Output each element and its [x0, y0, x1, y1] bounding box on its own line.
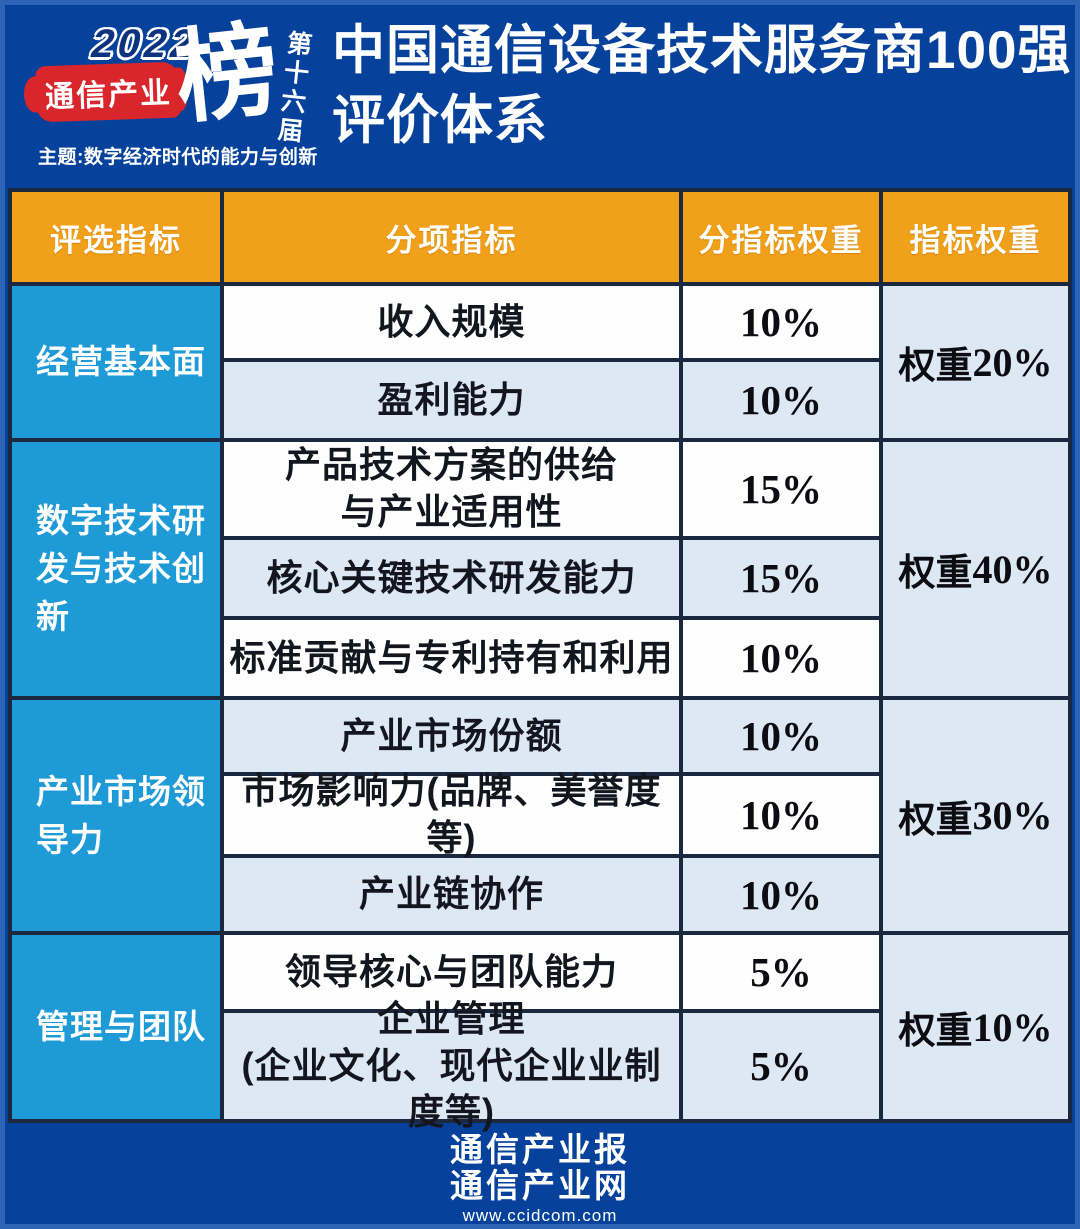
group-weight: 权重 40%: [883, 442, 1068, 696]
indicator-label: 市场影响力(品牌、美誉度等): [224, 770, 679, 858]
group-name: 产业市场领 导力: [12, 700, 220, 931]
group-weight-value: 20%: [972, 339, 1053, 385]
indicator-weight: 10%: [683, 620, 879, 696]
group-weight-value: 30%: [972, 793, 1053, 838]
indicator-weight: 10%: [683, 776, 879, 854]
header: 2022 通信产业 榜 第十六届 主题:数字经济时代的能力与创新 中国通信设备技…: [0, 0, 1080, 188]
indicator-weight: 10%: [683, 700, 879, 772]
group-name: 管理与团队: [12, 935, 220, 1119]
group-weight: 权重 20%: [883, 286, 1068, 438]
indicator-label: 产业链协作: [224, 858, 679, 931]
group-weight-prefix: 权重: [898, 552, 973, 593]
red-brush-badge: 通信产业: [35, 61, 181, 123]
indicator-weight: 5%: [683, 1013, 879, 1119]
footer-brand-web: 通信产业网: [450, 1167, 630, 1204]
footer-url: www.ccidcom.com: [462, 1206, 618, 1225]
group-weight-value: 10%: [972, 1004, 1053, 1050]
indicator-weight: 10%: [683, 286, 879, 358]
footer: 通信产业报 通信产业网 www.ccidcom.com: [0, 1123, 1080, 1229]
footer-brand-paper: 通信产业报: [450, 1131, 630, 1168]
indicator-weight: 10%: [683, 362, 879, 438]
group-weight-prefix: 权重: [898, 345, 973, 386]
indicator-weight: 15%: [683, 540, 879, 616]
column-header-sub-indicator: 分项指标: [224, 192, 679, 282]
group-weight: 权重 10%: [883, 935, 1068, 1119]
page-title: 中国通信设备技术服务商100强 评价体系: [332, 21, 1072, 150]
column-header-sub-weight: 分指标权重: [683, 192, 879, 282]
indicator-label: 标准贡献与专利持有和利用: [224, 620, 679, 696]
brand-name: 通信产业: [43, 76, 173, 115]
indicator-label: 收入规模: [224, 286, 679, 358]
indicator-label: 领导核心与团队能力: [224, 935, 679, 1009]
group-weight: 权重 30%: [883, 700, 1068, 931]
indicator-label: 企业管理 (企业文化、现代企业业制度等): [224, 998, 679, 1132]
theme-subtitle: 主题:数字经济时代的能力与创新: [38, 147, 318, 168]
indicator-weight: 15%: [683, 442, 879, 536]
group-weight-prefix: 权重: [898, 798, 973, 840]
bang-calligraphy-glyph: 榜: [170, 13, 284, 138]
group-weight-value: 40%: [972, 546, 1053, 592]
indicator-label: 产业市场份额: [224, 700, 679, 772]
evaluation-table: 评选指标 分项指标 分指标权重 指标权重 经营基本面 收入规模 10% 盈利能力…: [8, 188, 1072, 1132]
column-header-weight: 指标权重: [883, 192, 1068, 282]
indicator-weight: 10%: [683, 858, 879, 931]
indicator-label: 盈利能力: [224, 362, 679, 438]
column-header-criteria: 评选指标: [12, 192, 220, 282]
indicator-weight: 5%: [683, 935, 879, 1009]
group-name: 经营基本面: [12, 286, 220, 438]
group-name: 数字技术研 发与技术创 新: [12, 442, 220, 696]
brand-logo: 2022 通信产业 榜 第十六届 主题:数字经济时代的能力与创新: [30, 8, 328, 178]
indicator-label: 核心关键技术研发能力: [224, 540, 679, 616]
group-weight-prefix: 权重: [898, 1010, 973, 1051]
indicator-label: 产品技术方案的供给 与产业适用性: [224, 442, 679, 536]
